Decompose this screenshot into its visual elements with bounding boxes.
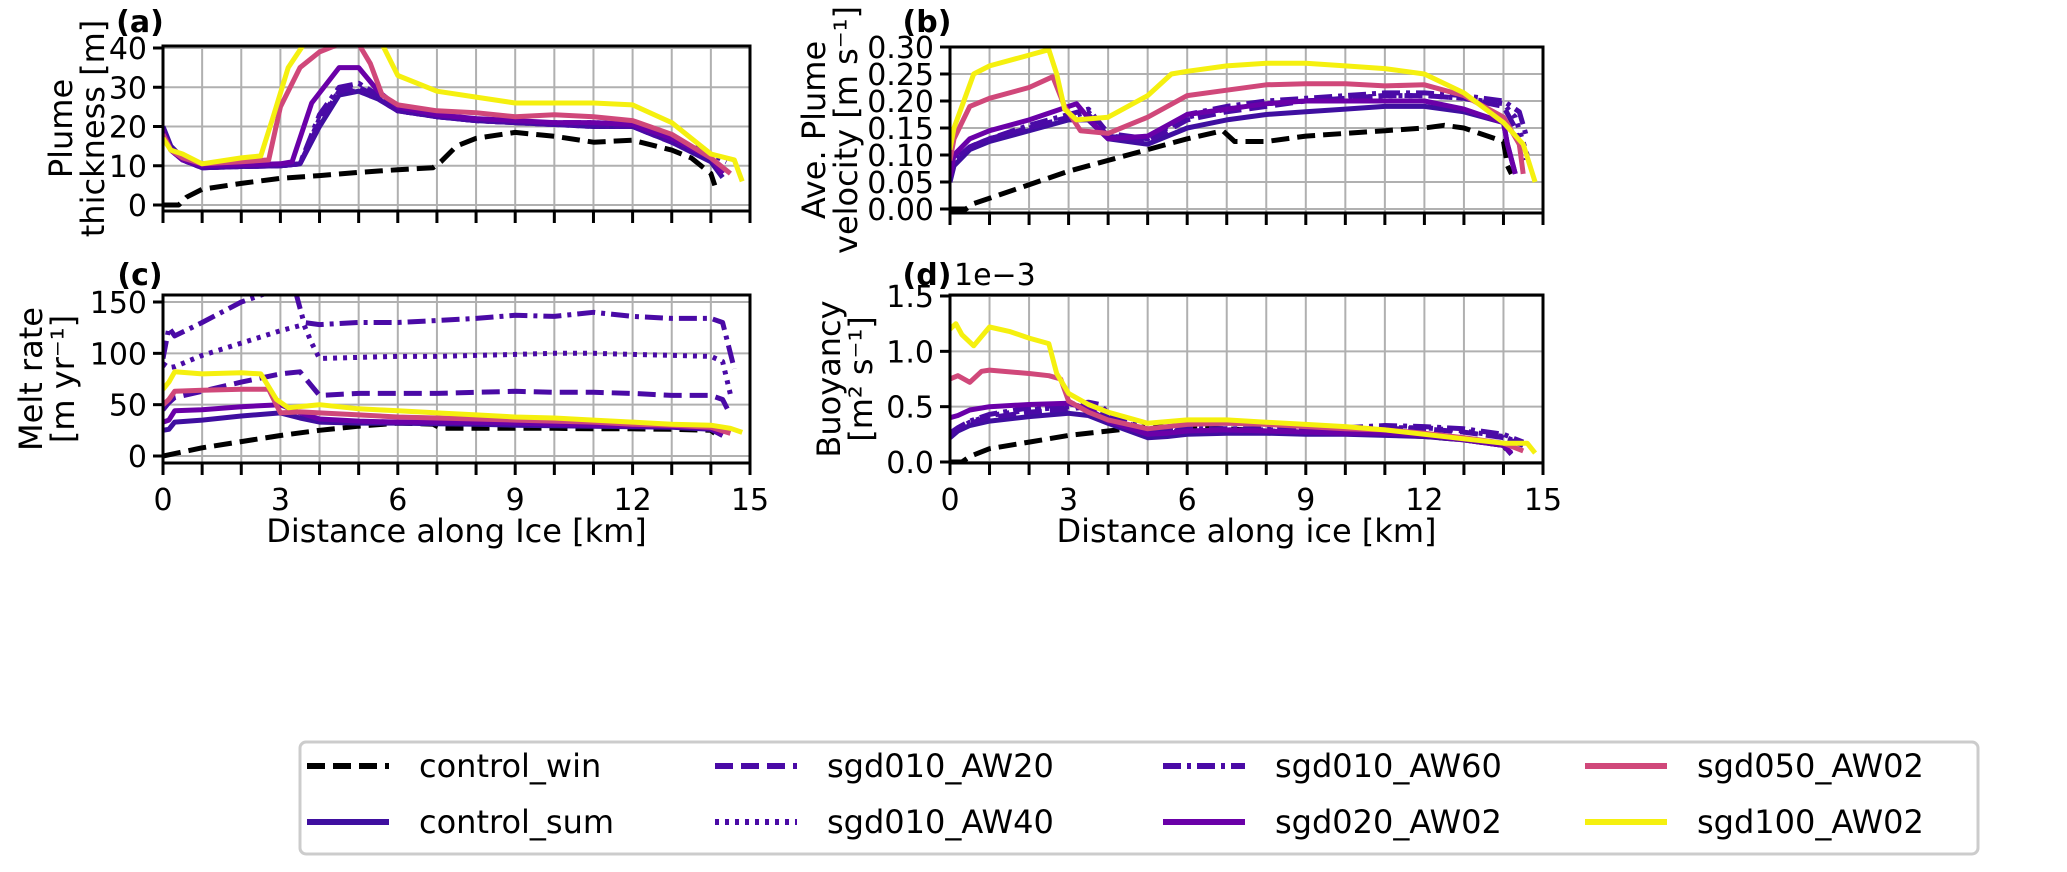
series-group <box>163 46 745 208</box>
series-line-control_sum <box>950 103 1518 183</box>
series-line-sgd010_AW20 <box>950 93 1526 178</box>
legend-label: sgd010_AW40 <box>827 803 1054 841</box>
series-line-sgd050_AW02 <box>163 46 732 176</box>
legend-item: sgd050_AW02 <box>1585 747 1924 785</box>
y-axis-label: [m² s⁻¹] <box>842 316 880 442</box>
axes-frame <box>161 44 752 213</box>
x-tick-label: 6 <box>1178 483 1197 518</box>
series-line-sgd100_AW02 <box>163 46 745 183</box>
series-line-sgd100_AW02 <box>163 369 744 435</box>
legend-label: control_sum <box>419 803 614 841</box>
y-axis-label: Melt rate <box>12 307 50 451</box>
x-tick-label: 3 <box>1059 483 1078 518</box>
x-tick-label: 3 <box>271 483 290 518</box>
series-line-sgd010_AW20 <box>163 369 733 417</box>
y-tick-label: 0.20 <box>867 85 934 120</box>
series-line-sgd010_AW40 <box>163 322 733 395</box>
y-tick-label: 100 <box>90 337 147 372</box>
legend-item: sgd020_AW02 <box>1163 803 1502 841</box>
panel-b: 0.000.050.100.150.200.250.30 Ave. Plumeve… <box>795 5 1545 254</box>
legend-label: sgd020_AW02 <box>1275 803 1502 841</box>
y-axis-label: [m yr⁻¹] <box>44 315 82 443</box>
x-tick-label: 15 <box>731 483 769 518</box>
legend-item: control_sum <box>307 803 614 841</box>
series-line-control_win <box>163 129 718 208</box>
series-line-sgd100_AW02 <box>950 47 1538 183</box>
x-tick-label: 0 <box>153 483 172 518</box>
y-axis-label: Ave. Plume <box>795 41 833 219</box>
x-tick-label: 0 <box>940 483 959 518</box>
y-axis-label: velocity [m s⁻¹] <box>827 6 865 254</box>
x-tick-label: 9 <box>1296 483 1315 518</box>
panel-d: 0 3 6 9 12 15 0.0 0.5 1.0 1.5 Buoyancy[m² s⁻¹] Dist… <box>810 258 1562 550</box>
y-tick-label: 1.0 <box>886 335 934 370</box>
x-tick-label: 6 <box>388 483 407 518</box>
x-tick-label: 12 <box>1405 483 1443 518</box>
legend-item: sgd100_AW02 <box>1585 803 1924 841</box>
y-tick-label: 30 <box>109 71 147 106</box>
y-tick-label: 0.0 <box>886 446 934 481</box>
y-tick-label: 50 <box>109 389 147 424</box>
y-tick-label: 0.30 <box>867 31 934 66</box>
legend-frame <box>298 740 1980 856</box>
series-line-control_win <box>163 420 717 459</box>
y-axis-label: Buoyancy <box>810 300 848 457</box>
y-offset-text: 1e−3 <box>954 258 1036 293</box>
panel-label: (b) <box>903 5 952 40</box>
legend-label: sgd050_AW02 <box>1697 747 1924 785</box>
axes-frame <box>948 293 1545 465</box>
y-tick-label: 150 <box>90 286 147 321</box>
legend-item: sgd010_AW60 <box>1163 747 1502 785</box>
legend-item: control_win <box>307 747 601 785</box>
panel-label: (c) <box>117 258 162 293</box>
x-axis-label: Distance along ice [km] <box>1057 512 1437 550</box>
x-axis-label: Distance along Ice [km] <box>266 512 647 550</box>
y-tick-label: 40 <box>109 32 147 67</box>
y-tick-label: 0.5 <box>886 391 934 426</box>
y-tick-label: 0.00 <box>867 193 934 228</box>
x-tick-label: 9 <box>506 483 525 518</box>
legend-label: sgd100_AW02 <box>1697 803 1924 841</box>
x-tick-label: 12 <box>614 483 652 518</box>
panel-label: (a) <box>116 5 164 40</box>
series-group <box>163 295 744 459</box>
y-tick-label: 0.10 <box>867 139 934 174</box>
y-tick-label: 0 <box>128 440 147 475</box>
panel-label: (d) <box>903 258 952 293</box>
y-axis-label: thickness [m] <box>74 20 112 237</box>
series-line-control_win <box>950 122 1514 212</box>
series-group <box>950 47 1538 212</box>
y-tick-label: 0.05 <box>867 166 934 201</box>
y-tick-label: 0.15 <box>867 112 934 147</box>
y-tick-label: 0 <box>128 189 147 224</box>
series-line-sgd010_AW60 <box>163 295 737 370</box>
legend-label: sgd010_AW20 <box>827 747 1054 785</box>
series-line-sgd020_AW02 <box>950 98 1518 178</box>
series-group <box>950 321 1538 463</box>
y-tick-label: 1.5 <box>886 280 934 315</box>
y-axis-label: Plume <box>42 79 80 178</box>
legend-item: sgd010_AW20 <box>715 747 1054 785</box>
series-line-sgd050_AW02 <box>950 74 1526 175</box>
x-tick-label: 15 <box>1524 483 1562 518</box>
y-tick-label: 0.25 <box>867 58 934 93</box>
series-line-sgd010_AW60 <box>950 399 1525 445</box>
legend-label: sgd010_AW60 <box>1275 747 1502 785</box>
legend-label: control_win <box>419 747 601 785</box>
axes-frame <box>948 45 1545 215</box>
series-line-sgd100_AW02 <box>950 321 1538 455</box>
y-tick-label: 10 <box>109 150 147 185</box>
y-tick-label: 20 <box>109 111 147 146</box>
axes-frame <box>161 293 752 465</box>
legend: control_win control_sum sgd010_AW20 sgd010_… <box>298 740 1980 856</box>
legend-item: sgd010_AW40 <box>715 803 1054 841</box>
